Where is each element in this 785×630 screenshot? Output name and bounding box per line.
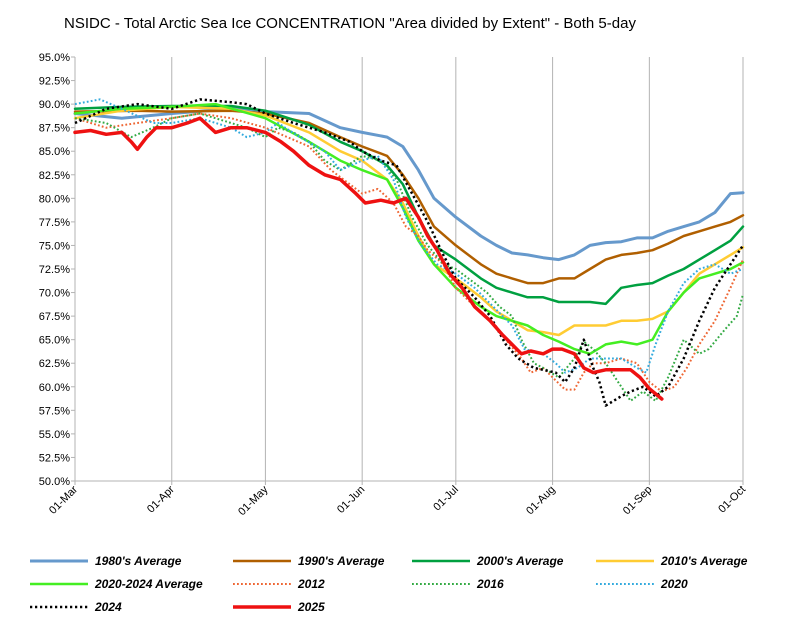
series-line-9 [73,116,664,401]
legend-item-6: 2016 [412,577,504,591]
y-tick-label: 62.5% [39,358,70,370]
legend-label: 2012 [297,577,325,591]
y-tick-label: 65.0% [39,335,70,347]
legend-label: 2010's Average [660,554,748,568]
legend-label: 2020 [660,577,688,591]
y-tick-label: 87.5% [39,123,70,135]
y-tick-label: 75.0% [39,240,70,252]
y-tick-label: 82.5% [39,170,70,182]
legend: 1980's Average 1990's Average 2000's Avera… [30,554,748,614]
legend-item-0: 1980's Average [30,554,182,568]
series-line-1 [73,109,745,285]
series-line-7 [74,98,744,374]
y-tick-label: 52.5% [39,452,70,464]
y-tick-label: 85.0% [39,146,70,158]
y-tick-label: 57.5% [39,405,70,417]
legend-item-5: 2012 [233,577,325,591]
y-tick-label: 77.5% [39,217,70,229]
y-tick-label: 80.0% [39,193,70,205]
y-tick-label: 70.0% [39,288,70,300]
legend-item-3: 2010's Average [596,554,748,568]
legend-item-9: 2025 [233,600,325,614]
legend-label: 1980's Average [95,554,182,568]
legend-label: 2020-2024 Average [94,577,203,591]
series-line-8 [74,98,745,407]
legend-item-7: 2020 [596,577,688,591]
legend-item-8: 2024 [30,600,122,614]
series-line-2 [73,104,745,306]
y-tick-label: 92.5% [39,76,70,88]
y-tick-label: 67.5% [39,311,70,323]
series-layer [73,98,745,407]
series-line-0 [73,107,745,262]
legend-label: 1990's Average [298,554,385,568]
legend-label: 2016 [476,577,504,591]
legend-item-2: 2000's Average [412,554,564,568]
y-tick-label: 50.0% [39,476,70,488]
legend-label: 2025 [297,600,325,614]
legend-item-4: 2020-2024 Average [30,577,203,591]
series-line-6 [74,112,744,402]
y-tick-label: 90.0% [39,99,70,111]
chart-title: NSIDC - Total Arctic Sea Ice CONCENTRATI… [64,15,636,32]
y-tick-label: 95.0% [39,52,70,64]
y-tick-label: 55.0% [39,429,70,441]
y-tick-label: 72.5% [39,264,70,276]
legend-label: 2024 [94,600,122,614]
legend-item-1: 1990's Average [233,554,385,568]
legend-label: 2000's Average [476,554,564,568]
y-tick-label: 60.0% [39,382,70,394]
